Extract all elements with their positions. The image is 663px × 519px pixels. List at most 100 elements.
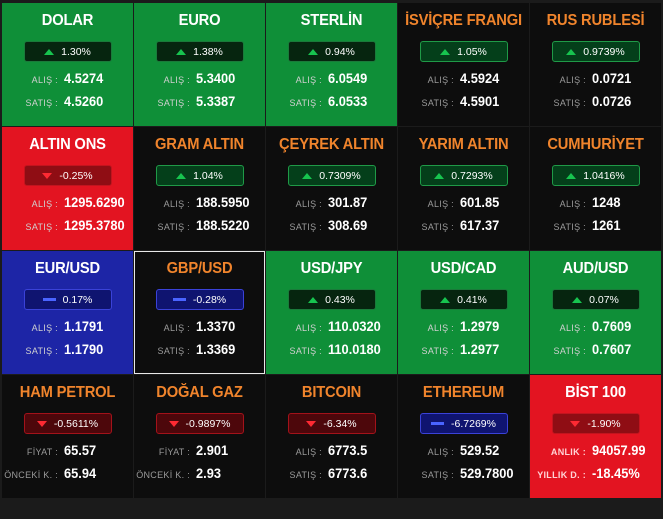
change-badge: 1.0416% [551,165,640,186]
secondary-label: SATIŞ : [157,222,190,232]
primary-row: ALIŞ : 5.3400 [134,71,265,86]
secondary-row: SATIŞ : 308.69 [266,218,397,233]
secondary-value: 4.5260 [64,94,104,109]
primary-value: 2.901 [196,443,229,458]
secondary-value: -18.45% [592,466,640,481]
primary-value: 1295.6290 [64,195,125,210]
tile-title: BITCOIN [301,384,362,401]
primary-label: ALIŞ : [295,447,322,457]
tile-rus-rublesi-[interactable]: RUS RUBLESİ 0.9739% ALIŞ : 0.0721 SATIŞ : 0.0… [530,3,661,126]
primary-value: 4.5924 [460,71,500,86]
tile-usd-jpy[interactable]: USD/JPY 0.43% ALIŞ : 110.0320 SATIŞ : 110.018… [266,251,397,374]
tile-usd-cad[interactable]: USD/CAD 0.41% ALIŞ : 1.2979 SATIŞ : 1.2977 [398,251,529,374]
tile-title: USD/CAD [430,260,497,277]
primary-row: ALIŞ : 0.0721 [530,71,661,86]
change-value: -6.7269% [451,417,496,430]
primary-value: 1.1791 [64,319,104,334]
secondary-label: SATIŞ : [553,98,586,108]
arrow-up-icon [308,296,319,303]
tile-bitcoin[interactable]: BITCOIN -6.34% ALIŞ : 6773.5 SATIŞ : 6773.6 [266,375,397,498]
primary-label: FİYAT : [158,447,190,457]
change-value: 0.94% [325,45,355,58]
tile-gbp-usd[interactable]: GBP/USD -0.28% ALIŞ : 1.3370 SATIŞ : 1.3369 [134,251,265,374]
change-badge: -0.5611% [23,413,112,434]
secondary-label: SATIŞ : [25,98,58,108]
primary-label: ALIŞ : [31,75,58,85]
change-value: 0.7293% [451,169,493,182]
secondary-label: ÖNCEKİ K. : [4,470,58,480]
secondary-label: SATIŞ : [421,222,454,232]
change-value: -0.9897% [185,417,231,430]
change-value: -6.34% [323,417,357,430]
primary-label: ALIŞ : [427,75,454,85]
change-value: 0.41% [457,293,487,306]
secondary-value: 2.93 [196,466,221,481]
change-badge: -6.7269% [419,413,508,434]
secondary-label: SATIŞ : [421,346,454,356]
tile-sterli-n[interactable]: STERLİN 0.94% ALIŞ : 6.0549 SATIŞ : 6.0533 [266,3,397,126]
secondary-row: SATIŞ : 1295.3780 [2,218,133,233]
primary-row: ALIŞ : 1.2979 [398,319,529,334]
secondary-label: SATIŞ : [25,346,58,356]
tile-title: STERLİN [300,12,363,29]
tile-title: CUMHURİYET [547,136,644,153]
primary-value: 5.3400 [196,71,236,86]
tile-doğal-gaz[interactable]: DOĞAL GAZ -0.9897% FİYAT : 2.901 ÖNCEKİ K. :… [134,375,265,498]
arrow-up-icon [440,296,451,303]
tile-title: EURO [178,12,221,29]
secondary-row: SATIŞ : 617.37 [398,218,529,233]
secondary-row: SATIŞ : 188.5220 [134,218,265,233]
arrow-up-icon [440,48,451,55]
primary-value: 529.52 [460,443,500,458]
change-badge: 0.41% [419,289,508,310]
primary-value: 65.57 [64,443,97,458]
tile-title: EUR/USD [35,260,100,277]
tile-gram-altin[interactable]: GRAM ALTIN 1.04% ALIŞ : 188.5950 SATIŞ : 188.… [134,127,265,250]
tile-eur-usd[interactable]: EUR/USD 0.17% ALIŞ : 1.1791 SATIŞ : 1.1790 [2,251,133,374]
tile-ethereum[interactable]: ETHEREUM -6.7269% ALIŞ : 529.52 SATIŞ : 529.7… [398,375,529,498]
secondary-label: SATIŞ : [157,98,190,108]
primary-label: ALIŞ : [559,323,586,333]
tile-bi-st-100[interactable]: BİST 100 -1.90% ANLIK : 94057.99 YILLIK D. :… [530,375,661,498]
secondary-label: SATIŞ : [157,346,190,356]
secondary-row: SATIŞ : 6.0533 [266,94,397,109]
tile-yarim-altin[interactable]: YARIM ALTIN 0.7293% ALIŞ : 601.85 SATIŞ : 617… [398,127,529,250]
tile-title: HAM PETROL [19,384,116,401]
secondary-row: SATIŞ : 529.7800 [398,466,529,481]
change-badge: -0.28% [155,289,244,310]
change-value: 0.07% [589,293,619,306]
primary-value: 6.0549 [328,71,368,86]
tile-çeyrek-altin[interactable]: ÇEYREK ALTIN 0.7309% ALIŞ : 301.87 SATIŞ : 30… [266,127,397,250]
arrow-up-icon [176,172,187,179]
secondary-value: 4.5901 [460,94,500,109]
tile-cumhuri-yet[interactable]: CUMHURİYET 1.0416% ALIŞ : 1248 SATIŞ : 1261 [530,127,661,250]
arrow-up-icon [44,48,55,55]
secondary-row: SATIŞ : 0.7607 [530,342,661,357]
secondary-label: SATIŞ : [421,470,454,480]
primary-value: 0.0721 [592,71,632,86]
arrow-down-icon [42,172,53,179]
tile-euro[interactable]: EURO 1.38% ALIŞ : 5.3400 SATIŞ : 5.3387 [134,3,265,126]
tile-title: GRAM ALTIN [155,136,244,153]
primary-label: ALIŞ : [295,75,322,85]
tile-aud-usd[interactable]: AUD/USD 0.07% ALIŞ : 0.7609 SATIŞ : 0.7607 [530,251,661,374]
primary-value: 110.0320 [328,319,381,334]
flat-dash-icon [431,422,445,425]
tile-altin-ons[interactable]: ALTIN ONS -0.25% ALIŞ : 1295.6290 SATIŞ : 129… [2,127,133,250]
change-value: -1.90% [587,417,621,430]
change-value: -0.25% [59,169,93,182]
change-value: -0.5611% [53,417,99,430]
change-value: 1.05% [457,45,487,58]
tile-title: USD/JPY [300,260,363,277]
secondary-value: 0.7607 [592,342,632,357]
primary-value: 1.2979 [460,319,500,334]
flat-dash-icon [172,298,186,301]
tile-i-svi-çre-frangi[interactable]: İSVİÇRE FRANGI 1.05% ALIŞ : 4.5924 SATIŞ : 4.… [398,3,529,126]
secondary-row: ÖNCEKİ K. : 65.94 [2,466,133,481]
tile-ham-petrol[interactable]: HAM PETROL -0.5611% FİYAT : 65.57 ÖNCEKİ K. … [2,375,133,498]
tile-dolar[interactable]: DOLAR 1.30% ALIŞ : 4.5274 SATIŞ : 4.5260 [2,3,133,126]
secondary-row: SATIŞ : 4.5260 [2,94,133,109]
secondary-row: SATIŞ : 0.0726 [530,94,661,109]
secondary-value: 6.0533 [328,94,368,109]
